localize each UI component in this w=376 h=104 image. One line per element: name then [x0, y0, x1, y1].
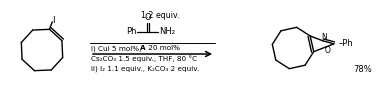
Text: A: A	[140, 45, 146, 51]
Text: O: O	[145, 13, 151, 22]
Text: NH₂: NH₂	[159, 27, 175, 37]
Text: Cs₂CO₃ 1.5 equiv., THF, 80 °C: Cs₂CO₃ 1.5 equiv., THF, 80 °C	[91, 55, 197, 62]
Text: Ph: Ph	[126, 27, 137, 37]
Text: N: N	[321, 33, 327, 42]
Text: ii) I₂ 1.1 equiv., K₂CO₃ 2 equiv.: ii) I₂ 1.1 equiv., K₂CO₃ 2 equiv.	[91, 65, 199, 72]
Text: i) CuI 5 mol%,: i) CuI 5 mol%,	[91, 45, 144, 51]
Text: O: O	[325, 46, 331, 55]
Text: I: I	[52, 16, 55, 25]
Text: –Ph: –Ph	[339, 39, 354, 48]
Text: 20 mol%: 20 mol%	[146, 45, 179, 51]
Text: 78%: 78%	[353, 64, 372, 74]
Text: 1.2 equiv.: 1.2 equiv.	[141, 11, 180, 20]
